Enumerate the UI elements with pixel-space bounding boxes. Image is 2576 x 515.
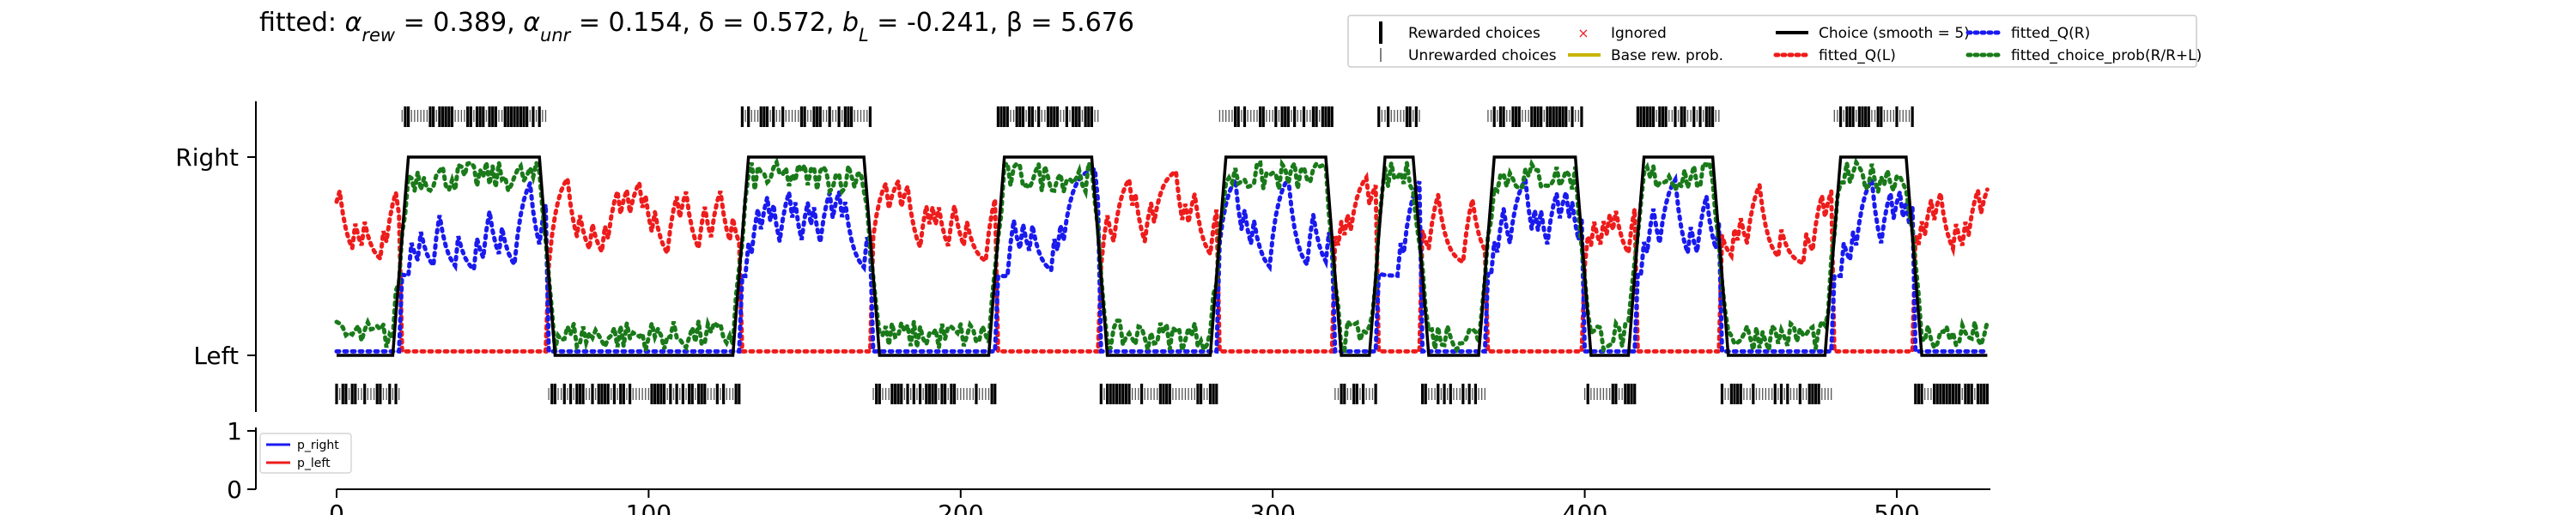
legend-item: Unrewarded choices [1380, 47, 1557, 64]
legend-item: fitted_Q(L) [1773, 47, 1896, 64]
prob-x-tick-label: 500 [1874, 500, 1919, 515]
chart-title: fitted: αrew = 0.389, αunr = 0.154, δ = … [259, 8, 1134, 45]
legend-item: Choice (smooth = 5) [1776, 25, 1970, 42]
p-right-legend-label: p_right [297, 439, 339, 452]
legend-label: fitted_Q(R) [2011, 25, 2090, 42]
legend-label: Base rew. prob. [1611, 47, 1723, 64]
prob-y-tick-label: 0 [227, 476, 242, 504]
prob-x-tick-label: 400 [1562, 500, 1607, 515]
series-fitted-q-left [334, 167, 1990, 354]
legend-item: fitted_Q(R) [1965, 25, 2090, 42]
prob-x-tick-label: 0 [329, 500, 344, 515]
main-axes: Right Left [175, 101, 1990, 412]
prob-x-tick-label: 200 [938, 500, 983, 515]
prob-legend: p_right p_left [259, 433, 352, 474]
series-choice-smooth [337, 155, 1988, 357]
prob-y-tick-label: 1 [227, 417, 242, 445]
prob-axes: 0 1 0 100 200 300 400 500 p_right p_left [227, 417, 1990, 515]
prob-x-tick-label: 100 [626, 500, 671, 515]
legend-label: Unrewarded choices [1408, 47, 1557, 64]
y-tick-label-left: Left [193, 342, 239, 370]
legend-item: × Ignored [1577, 25, 1667, 42]
legend-item: Base rew. prob. [1568, 47, 1723, 64]
prob-x-tick-label: 300 [1249, 500, 1295, 515]
legend-label: fitted_choice_prob(R/R+L) [2011, 47, 2202, 64]
legend-label: Choice (smooth = 5) [1819, 25, 1970, 42]
legend-label: fitted_Q(L) [1819, 47, 1896, 64]
legend: Rewarded choices Unrewarded choices × Ignor… [1347, 15, 2202, 68]
legend-item: fitted_choice_prob(R/R+L) [1965, 47, 2202, 64]
legend-label: Rewarded choices [1408, 25, 1540, 42]
legend-marker: × [1577, 25, 1589, 41]
legend-item: Rewarded choices [1379, 21, 1540, 44]
series-fitted-choice-prob [334, 154, 1990, 355]
series-fitted-q-right [334, 166, 1990, 354]
p-left-legend-label: p_left [297, 457, 331, 470]
legend-label: Ignored [1611, 25, 1667, 42]
rewarded-choice-ticks-left [335, 384, 1989, 404]
series-layer [334, 154, 1990, 357]
y-tick-label-right: Right [175, 143, 239, 172]
rewarded-choice-ticks-right [401, 106, 1914, 127]
